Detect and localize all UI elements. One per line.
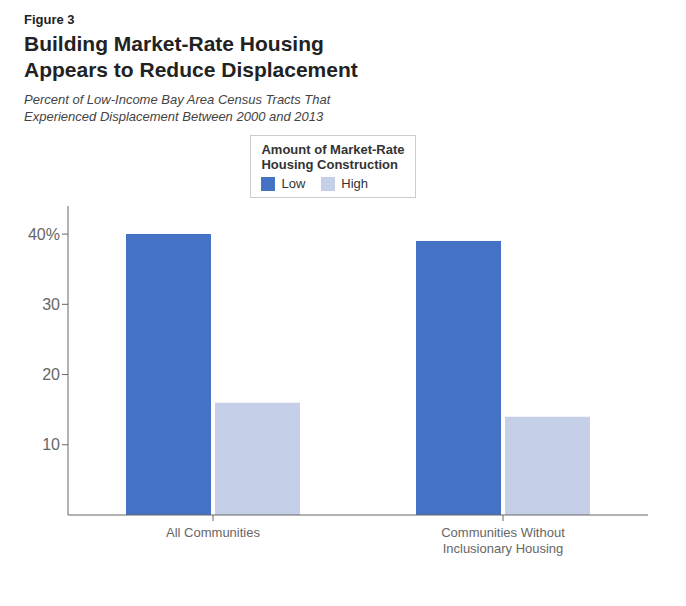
html-text:Percent of Low-Income Bay Area: Percent of Low-Income Bay Area Census Tr… <box>24 92 331 107</box>
svg-text:All Communities: All Communities <box>166 525 260 540</box>
svg-text:Communities WithoutInclusionar: Communities WithoutInclusionary Housing <box>441 525 565 556</box>
html-text:Figure 3: Figure 3 <box>24 12 75 27</box>
html-text:Building Market-Rate Housing: Building Market-Rate Housing <box>24 32 324 55</box>
html-text:High: High <box>341 176 369 191</box>
html-text:Amount of Market-Rate: Amount of Market-Rate <box>261 142 405 157</box>
html-text:Experienced Displacement Betwe: Experienced Displacement Between 2000 an… <box>24 109 324 124</box>
svg-text:40%: 40% <box>28 226 60 243</box>
svg-text:10: 10 <box>42 436 60 453</box>
html-text:Low: Low <box>281 176 306 191</box>
svg-text:20: 20 <box>42 366 60 383</box>
svg-text:30: 30 <box>42 296 60 313</box>
html-text:Housing Construction: Housing Construction <box>261 157 398 172</box>
html-text:Appears to Reduce Displacement: Appears to Reduce Displacement <box>24 58 358 81</box>
